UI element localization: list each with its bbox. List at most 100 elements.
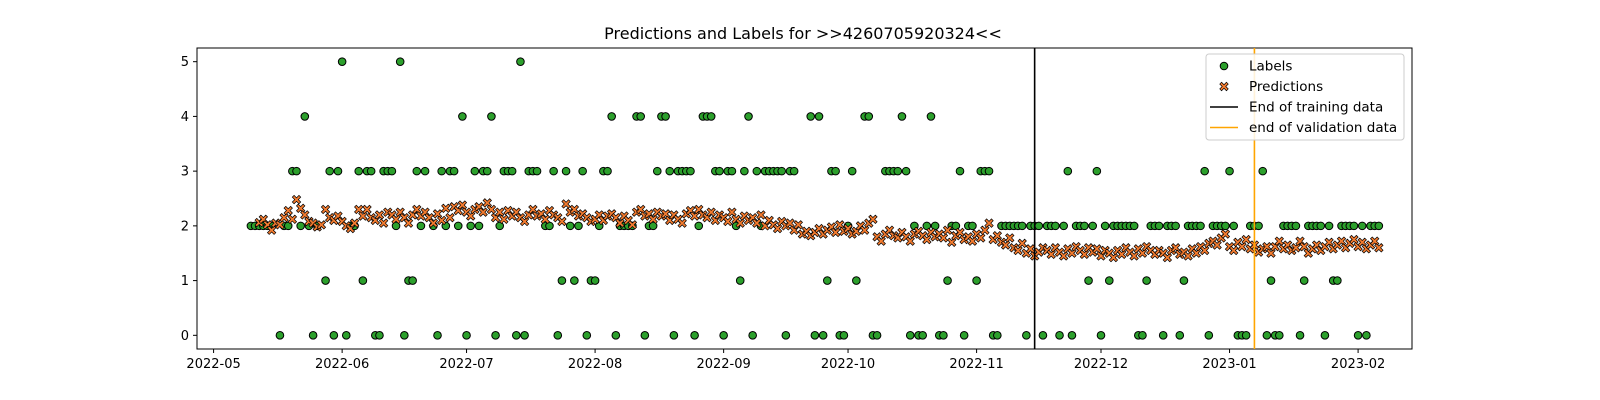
label-point [1171,221,1180,231]
label-point [926,112,936,121]
label-point [329,331,339,340]
prediction-point [465,211,476,221]
label-point [387,166,397,176]
label-point [416,221,426,231]
label-point [1221,221,1230,231]
label-point [561,166,571,176]
label-point [400,331,409,340]
label-point [1357,221,1367,231]
prediction-point [1291,243,1301,253]
x-tick-label: 2022-12 [1074,357,1128,372]
prediction-point [1369,236,1380,246]
label-point [283,221,293,231]
label-point [806,112,816,121]
prediction-point [1117,249,1127,260]
label-point [437,166,446,176]
label-point [872,331,882,340]
label-point [487,112,496,121]
prediction-point [1000,240,1011,250]
prediction-point [1129,251,1139,261]
label-point [735,276,745,285]
prediction-point [876,236,886,246]
prediction-point [980,225,990,235]
legend-marker-predictions [1219,81,1229,92]
y-tick-label: 4 [181,110,189,125]
label-point [512,331,521,340]
label-point [972,276,981,285]
label-point [321,276,330,285]
label-point [818,331,828,340]
prediction-point [868,214,878,224]
label-point [570,276,579,285]
label-point [831,166,840,176]
label-point [275,331,285,340]
prediction-point [752,218,762,228]
label-point [744,112,753,121]
label-point [1241,331,1251,340]
x-tick-label: 2022-06 [315,357,369,372]
label-point [474,221,484,231]
x-tick-label: 2022-08 [568,357,622,372]
prediction-point [300,210,310,220]
label-point [1254,221,1263,231]
prediction-point [1079,249,1090,260]
prediction-point [835,220,845,230]
label-point [640,331,650,340]
label-point [984,166,994,176]
label-point [740,166,749,176]
label-point [462,331,471,340]
label-point [292,166,301,176]
prediction-point [1274,236,1284,246]
prediction-point [1092,244,1102,254]
label-point [1063,166,1073,176]
y-tick-label: 3 [181,165,189,180]
label-point [1200,166,1209,176]
legend-box [1205,53,1405,141]
prediction-point [772,223,783,234]
prediction-point [478,207,488,217]
label-point [665,166,675,176]
prediction-point [1220,229,1231,239]
legend: Labels Predictions End of training data end… [1205,53,1405,141]
label-point [611,331,621,340]
label-point [694,221,704,231]
label-point [1262,331,1272,340]
label-point [706,112,716,121]
x-tick-label: 2022-09 [696,357,750,372]
prediction-point [275,220,285,230]
prediction-point [495,207,505,217]
prediction-point [984,218,994,228]
label-point [897,112,907,121]
label-point [955,166,965,176]
prediction-point [1191,248,1202,258]
prediction-point [1212,240,1222,250]
legend-label: Labels [1249,59,1292,75]
prediction-point [1374,243,1384,253]
prediction-point [349,218,360,228]
label-point [1362,331,1371,340]
prediction-point [859,225,870,235]
label-point [590,276,600,285]
label-point [553,331,563,340]
prediction-point [648,214,658,224]
x-tick-label: 2022-07 [439,357,493,372]
label-point [852,276,861,285]
label-point [557,276,567,285]
prediction-point [486,204,497,215]
label-point [578,166,587,176]
prediction-point [1237,241,1247,252]
prediction-point [785,218,795,228]
prediction-point [279,212,289,223]
label-point [565,221,575,231]
prediction-point [706,207,716,217]
legend-label: End of training data [1249,100,1383,116]
x-tick-label: 2022-05 [186,357,240,372]
prediction-point [1324,237,1334,247]
label-point [607,112,616,121]
x-tick-label: 2023-01 [1202,357,1256,372]
label-point [449,166,459,176]
label-point [333,166,343,176]
label-point [308,331,318,340]
label-point [582,331,592,340]
